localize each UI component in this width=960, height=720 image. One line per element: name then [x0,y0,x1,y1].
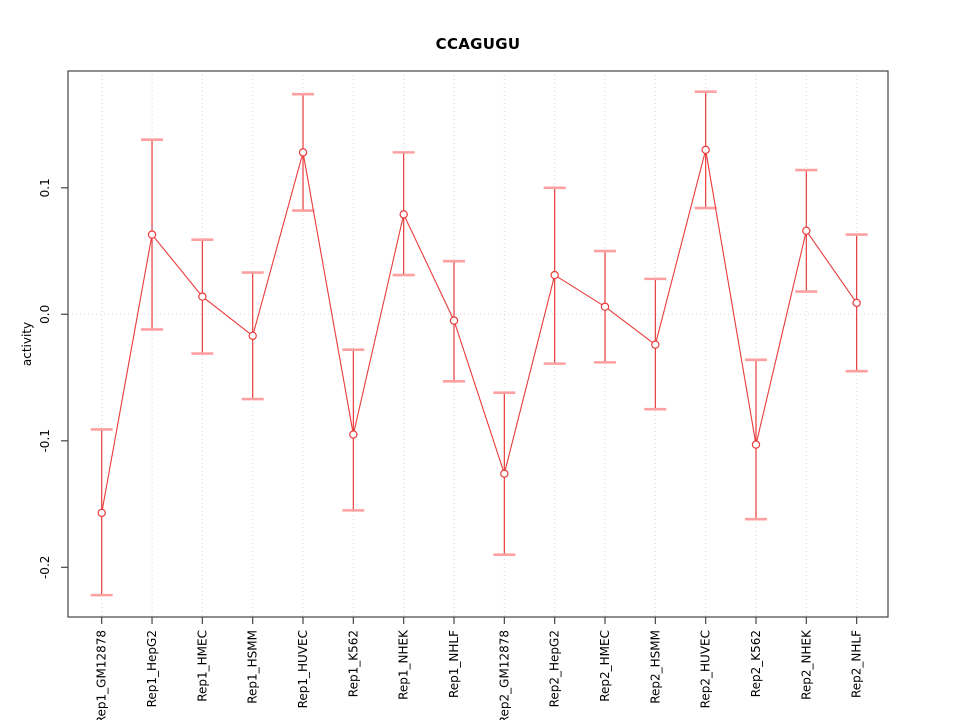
data-point [399,210,408,219]
y-tick-label: -0.1 [38,429,52,452]
x-tick-label: Rep2_HUVEC [699,630,713,708]
data-line [101,149,858,514]
x-tick-label: Rep1_HUVEC [296,630,310,708]
x-tick-label: Rep2_NHEK [799,629,813,700]
data-point [349,430,358,439]
x-tick-label: Rep1_NHEK [397,629,411,700]
data-point [147,230,157,239]
data-point [198,292,207,301]
y-tick-label: 0.1 [38,178,52,197]
data-point [500,469,509,478]
x-tick-label: Rep1_NHLF [447,630,461,698]
data-point [298,148,308,157]
x-tick-label: Rep2_HSMM [648,630,662,704]
y-tick-label: 0.0 [38,305,52,324]
x-tick-label: Rep2_GM12878 [497,630,511,720]
data-point [701,145,710,155]
x-tick-label: Rep1_HSMM [246,630,260,704]
data-point [751,440,761,449]
data-point [852,298,861,308]
x-tick-label: Rep1_HMEC [195,630,209,702]
data-point [449,316,459,325]
x-tick-label: Rep1_K562 [346,630,360,697]
x-tick-label: Rep1_HepG2 [145,630,159,707]
x-tick-label: Rep1_GM12878 [95,630,109,720]
x-tick-label: Rep2_NHLF [850,630,864,698]
x-tick-label: Rep2_HMEC [598,630,612,702]
data-point [248,331,257,341]
x-tick-label: Rep2_HepG2 [548,630,562,707]
data-point [97,508,106,518]
data-point [600,302,610,311]
data-point [802,226,811,236]
data-point [550,270,559,280]
plot-border [67,70,889,618]
x-tick-label: Rep2_K562 [749,630,763,697]
data-point [651,340,660,349]
chart-title: CCAGUGU [435,35,521,53]
y-tick-label: -0.2 [38,556,52,579]
